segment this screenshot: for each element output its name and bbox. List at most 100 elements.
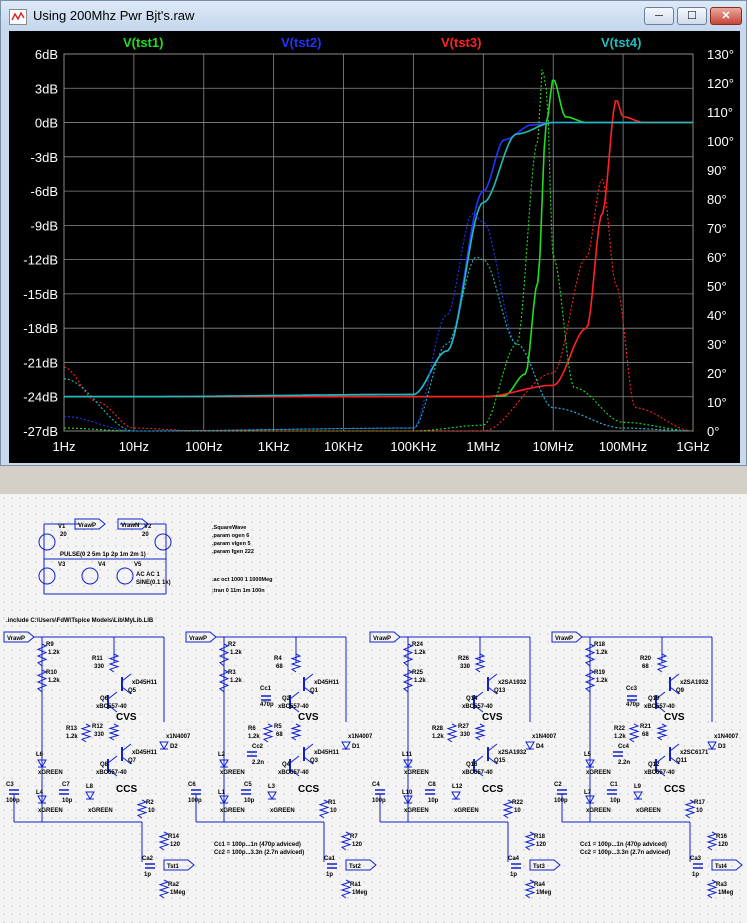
stage1-r-top-name: R9 (46, 642, 54, 648)
stage1-rail-flag-label: VrawP (7, 636, 25, 642)
x-tick-label: 100KHz (390, 439, 436, 454)
stage1-led1-model: xGREEN (38, 770, 63, 776)
stage2-q-bot2-collector (289, 755, 300, 764)
stage3-c-out-value: 1p (510, 872, 517, 878)
stage2-r-mid-name: R6 (248, 726, 256, 732)
stage2-led1-name: L2 (218, 752, 226, 758)
stage3-r-bias-value: 1.2k (414, 678, 426, 684)
y-right-tick-label: 100° (707, 134, 734, 149)
x-tick-label: 1MHz (466, 439, 500, 454)
minimize-button[interactable]: ─ (644, 7, 674, 25)
stage1-node-flag (163, 859, 195, 871)
stage4-node-flag-label: Tst4 (715, 864, 728, 870)
stage2-rail-flag-label: VrawP (189, 636, 207, 642)
schematic-canvas[interactable]: VrawP VrawN V1 20 V2 20 PULSE(0 2 5m 1p 2p 1m … (0, 494, 747, 923)
stage3-q-top-model: x2SA1932 (498, 680, 527, 686)
stage3-r-out-name: R18 (534, 834, 546, 840)
stage4-rail-flag (551, 631, 583, 643)
v1-name: V1 (58, 524, 66, 530)
v2-value: 20 (142, 532, 149, 538)
stage1-rail-flag (3, 631, 35, 643)
schematic-editor[interactable]: VrawP VrawN V1 20 V2 20 PULSE(0 2 5m 1p 2p 1m … (0, 494, 747, 923)
stage2-q-top-model: xD45H11 (314, 680, 340, 686)
v2-name: V2 (144, 524, 152, 530)
stage1-r-out-value: 120 (170, 842, 181, 848)
stage4-q-bot2-model: xBC557-40 (644, 770, 675, 776)
v5-source-symbol (116, 567, 134, 585)
stage2-r-mid2-name: R5 (274, 724, 282, 730)
stage2-r-mid-value: 1.2k (248, 734, 260, 740)
stage1-q-bot2-emitter (107, 768, 118, 777)
stage3-r-mid-name: R28 (432, 726, 444, 732)
y-left-tick-label: -27dB (23, 424, 58, 439)
bode-plot[interactable]: 1Hz 10Hz 100Hz 1KHz 10KHz 100KHz 1MHz 10MHz 100M… (9, 31, 740, 463)
stage1-r-emit-name: R11 (92, 656, 103, 662)
stage2-r-emit (290, 653, 302, 673)
close-button[interactable]: ✕ (710, 7, 742, 25)
plot-pane[interactable]: 1Hz 10Hz 100Hz 1KHz 10KHz 100KHz 1MHz 10MHz 100M… (9, 31, 740, 463)
stage2-q-top-name: Q1 (310, 688, 319, 694)
stage4-led2-name: L7 (584, 790, 592, 796)
series-vtst4-phase (63, 256, 693, 432)
v5-name: V5 (134, 562, 142, 568)
stage3-q-bot-model: x2SA1932 (498, 750, 527, 756)
stage2-node-flag (345, 859, 377, 871)
vrawn-label-label: VrawN (121, 523, 139, 529)
maximize-button[interactable]: ☐ (677, 7, 707, 25)
stage2-r-out-value: 120 (352, 842, 363, 848)
stage4-q-top2-collector (655, 691, 666, 700)
stage1-r-top-value: 1.2k (48, 650, 60, 656)
stage1-r-load (136, 799, 148, 819)
vrawp-label (74, 518, 106, 530)
spice-directive-5: ;tran 0 11m 1m 100n (212, 588, 265, 594)
stage2-r-mid (262, 723, 274, 743)
stage1-led3-name: L8 (86, 784, 94, 790)
stage4-q-bot2-collector (655, 755, 666, 764)
stage3-diode (525, 741, 535, 751)
stage2-q-top2-emitter (289, 704, 300, 713)
stage4-r-term (706, 879, 718, 899)
stage1-c1-value: 100p (6, 798, 20, 804)
v4-source-symbol (81, 567, 99, 585)
stage2-c2-name: C5 (244, 782, 252, 788)
stage4-led1 (585, 759, 595, 769)
stage4-q-bot-collector (669, 743, 680, 752)
window-gap (0, 466, 747, 494)
spice-directive-1: .param ogen 6 (212, 533, 249, 539)
stage3-r-out (524, 831, 536, 851)
stage1-diode-name: D2 (170, 744, 178, 750)
stage3-q-top2-name: Q14 (466, 696, 478, 702)
stage2-r-term-name: Ra1 (350, 882, 362, 888)
stage2-cvs-label: CVS (298, 712, 319, 723)
stage2-led2 (219, 795, 229, 805)
stage2-c1-name: C6 (188, 782, 196, 788)
stage3-q-bot2-name: Q16 (466, 762, 478, 768)
title-bar[interactable]: Using 200Mhz Pwr Bjt's.raw ─ ☐ ✕ (1, 1, 746, 31)
v1-source-symbol (38, 533, 56, 551)
legend-entry-vtst3: V(tst3) (441, 35, 481, 50)
stage2-ccs-label: CCS (298, 784, 319, 795)
stage3-r-bias (402, 669, 414, 693)
stage3-r-term-value: 1Meg (536, 890, 552, 896)
stage4-led2 (585, 795, 595, 805)
y-right-tick-label: 10° (707, 395, 727, 410)
stage1-r-load-name: R2 (146, 800, 154, 806)
stage3-r-mid-value: 1.2k (432, 734, 444, 740)
stage4-q-top-model: x2SA1932 (680, 680, 709, 686)
stage4-r-mid2 (656, 723, 668, 741)
stage4-r-mid (628, 723, 640, 743)
stage4-r-top (584, 643, 596, 667)
stage3-node-flag (529, 859, 561, 871)
stage4-led1-model: xGREEN (586, 770, 611, 776)
legend-entry-vtst4: V(tst4) (601, 35, 641, 50)
v1-value: 20 (60, 532, 67, 538)
stage4-q-bot-emitter (669, 756, 680, 765)
stage1-r-bias (36, 669, 48, 693)
x-tick-label: 1GHz (676, 439, 709, 454)
stage3-c1-value: 100p (372, 798, 386, 804)
stage1-led1 (37, 759, 47, 769)
y-right-tick-label: 110° (707, 105, 733, 120)
stage2-r-mid2-value: 68 (276, 732, 283, 738)
stage2-r-load-name: R1 (328, 800, 336, 806)
legend-entry-vtst1: V(tst1) (123, 35, 163, 50)
